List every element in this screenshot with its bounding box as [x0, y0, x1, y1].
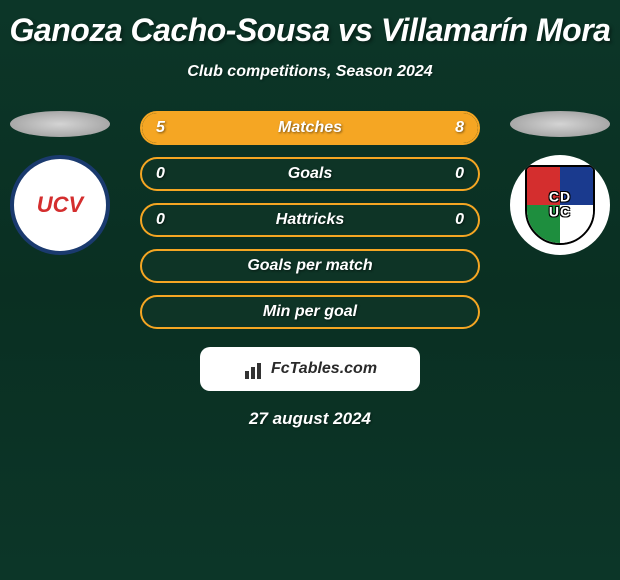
team-logo-right: CDUC	[510, 155, 610, 255]
player-left-avatar	[10, 111, 110, 137]
stat-label: Matches	[278, 119, 342, 137]
player-right-avatar	[510, 111, 610, 137]
branding-text: FcTables.com	[271, 360, 377, 378]
stat-value-right: 0	[455, 211, 464, 229]
branding-box[interactable]: FcTables.com	[200, 347, 420, 391]
stat-value-left: 0	[156, 211, 165, 229]
stat-label: Min per goal	[263, 303, 357, 321]
team-left-acronym: UCV	[37, 192, 83, 218]
chart-icon	[243, 359, 267, 379]
shield-icon: CDUC	[525, 165, 595, 245]
team-right-acronym: CDUC	[549, 190, 571, 221]
stat-label: Goals per match	[247, 257, 372, 275]
page-title: Ganoza Cacho-Sousa vs Villamarín Mora	[0, 0, 620, 49]
date-text: 27 august 2024	[10, 409, 610, 429]
content-area: UCV CDUC 5 Matches 8 0 Goals 0 0 Hattricks 0 Goal…	[0, 111, 620, 429]
stat-row: Min per goal	[140, 295, 480, 329]
stat-row: 5 Matches 8	[140, 111, 480, 145]
player-right-column: CDUC	[510, 111, 610, 255]
stat-value-right: 8	[455, 119, 464, 137]
stat-value-right: 0	[455, 165, 464, 183]
stat-value-left: 0	[156, 165, 165, 183]
stat-row: 0 Hattricks 0	[140, 203, 480, 237]
stat-label: Goals	[288, 165, 332, 183]
stat-row: 0 Goals 0	[140, 157, 480, 191]
page-subtitle: Club competitions, Season 2024	[0, 63, 620, 81]
stat-label: Hattricks	[276, 211, 344, 229]
stat-value-left: 5	[156, 119, 165, 137]
stat-row: Goals per match	[140, 249, 480, 283]
team-logo-left: UCV	[10, 155, 110, 255]
stat-bars-container: 5 Matches 8 0 Goals 0 0 Hattricks 0 Goals per mat…	[140, 111, 480, 329]
player-left-column: UCV	[10, 111, 110, 255]
